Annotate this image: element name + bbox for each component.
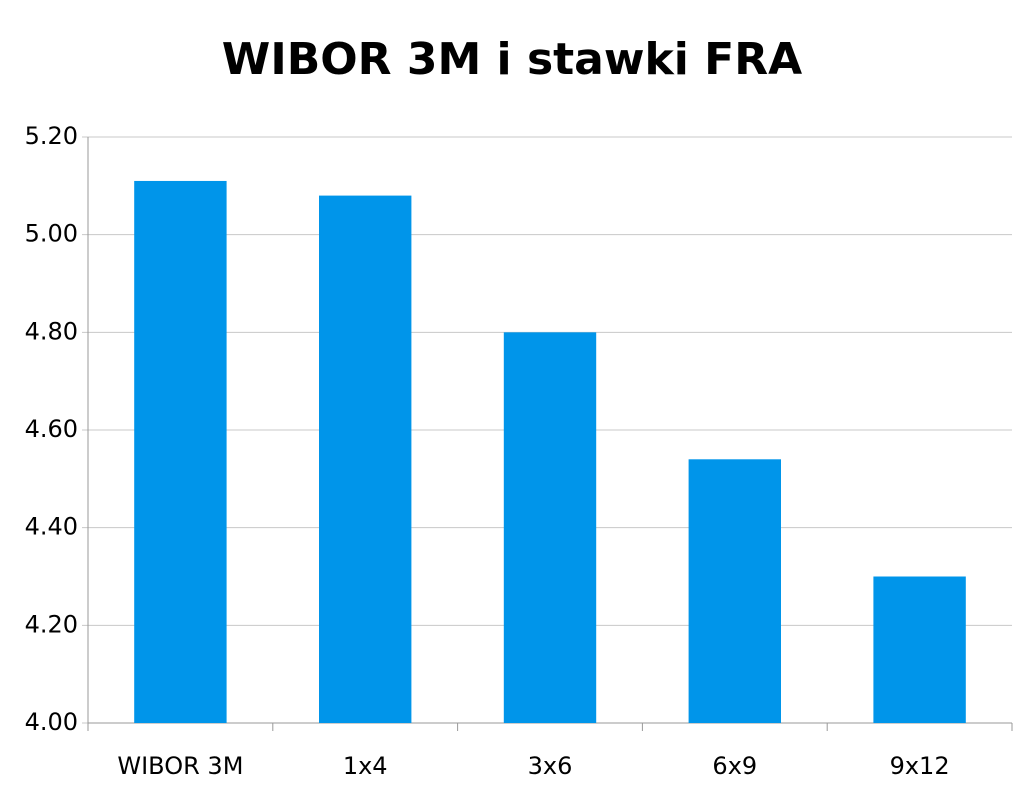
bar bbox=[503, 332, 597, 723]
y-tick-label: 4.40 bbox=[25, 513, 78, 541]
bar bbox=[134, 180, 227, 723]
x-tick-label: 9x12 bbox=[890, 752, 950, 780]
bar bbox=[873, 576, 966, 723]
y-tick-label: 4.80 bbox=[25, 317, 78, 345]
x-tick-label: 1x4 bbox=[343, 752, 388, 780]
x-tick-label: 6x9 bbox=[712, 752, 757, 780]
chart-title: WIBOR 3M i stawki FRA bbox=[222, 34, 802, 85]
y-tick-label: 4.60 bbox=[25, 415, 78, 443]
x-tick-label: WIBOR 3M bbox=[117, 752, 243, 780]
bar bbox=[319, 195, 412, 724]
y-tick-label: 5.20 bbox=[25, 122, 78, 150]
x-tick-label: 3x6 bbox=[528, 752, 573, 780]
y-tick-label: 4.00 bbox=[25, 708, 78, 736]
y-tick-label: 4.20 bbox=[25, 610, 78, 638]
y-tick-label: 5.00 bbox=[25, 220, 78, 248]
bar bbox=[688, 459, 781, 723]
